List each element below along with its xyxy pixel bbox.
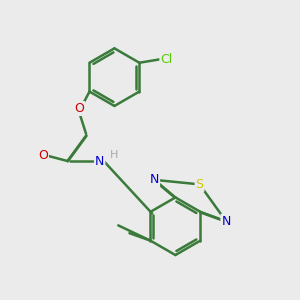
Text: N: N <box>221 215 231 228</box>
Text: N: N <box>150 173 159 186</box>
Text: O: O <box>74 102 84 115</box>
Text: N: N <box>95 154 104 167</box>
Text: O: O <box>38 149 48 162</box>
Text: Cl: Cl <box>160 53 172 66</box>
Text: S: S <box>196 178 204 191</box>
Text: H: H <box>110 150 118 160</box>
